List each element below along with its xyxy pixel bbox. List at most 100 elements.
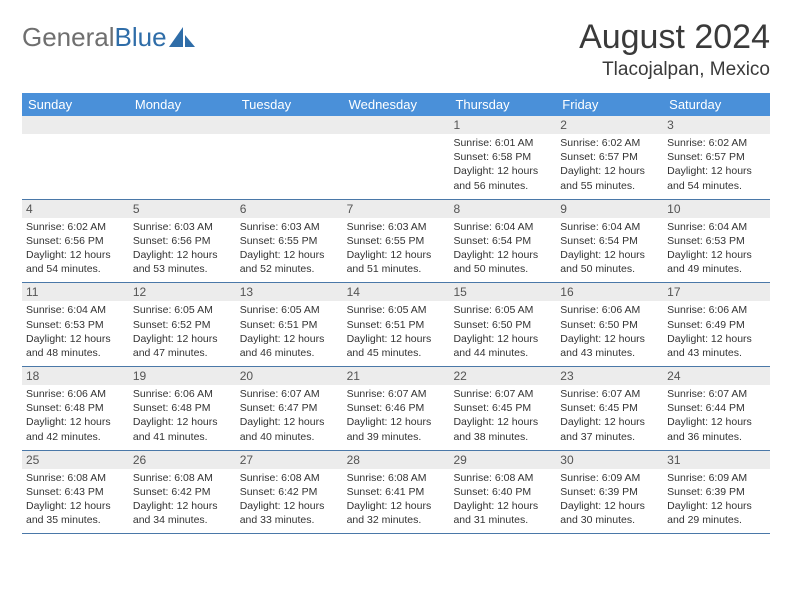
- day-body: Sunrise: 6:04 AMSunset: 6:54 PMDaylight:…: [556, 218, 663, 283]
- day-body: Sunrise: 6:07 AMSunset: 6:44 PMDaylight:…: [663, 385, 770, 450]
- day-cell: 25Sunrise: 6:08 AMSunset: 6:43 PMDayligh…: [22, 451, 129, 534]
- daylight-text: Daylight: 12 hours and 48 minutes.: [26, 332, 125, 360]
- daylight-text: Daylight: 12 hours and 43 minutes.: [667, 332, 766, 360]
- day-number: 3: [663, 116, 770, 134]
- day-number: [22, 116, 129, 134]
- daylight-text: Daylight: 12 hours and 51 minutes.: [347, 248, 446, 276]
- location: Tlacojalpan, Mexico: [579, 59, 770, 81]
- sunset-text: Sunset: 6:54 PM: [560, 234, 659, 248]
- month-title: August 2024: [579, 18, 770, 57]
- sunset-text: Sunset: 6:56 PM: [26, 234, 125, 248]
- week-row: 25Sunrise: 6:08 AMSunset: 6:43 PMDayligh…: [22, 451, 770, 535]
- sunrise-text: Sunrise: 6:05 AM: [453, 303, 552, 317]
- day-body: Sunrise: 6:08 AMSunset: 6:40 PMDaylight:…: [449, 469, 556, 534]
- day-number: 31: [663, 451, 770, 469]
- day-cell: 29Sunrise: 6:08 AMSunset: 6:40 PMDayligh…: [449, 451, 556, 534]
- day-number: 9: [556, 200, 663, 218]
- day-number: 23: [556, 367, 663, 385]
- day-number: 8: [449, 200, 556, 218]
- sunrise-text: Sunrise: 6:09 AM: [560, 471, 659, 485]
- day-cell: 24Sunrise: 6:07 AMSunset: 6:44 PMDayligh…: [663, 367, 770, 450]
- day-body: Sunrise: 6:03 AMSunset: 6:56 PMDaylight:…: [129, 218, 236, 283]
- day-cell: [22, 116, 129, 199]
- day-cell: 2Sunrise: 6:02 AMSunset: 6:57 PMDaylight…: [556, 116, 663, 199]
- sunset-text: Sunset: 6:39 PM: [560, 485, 659, 499]
- day-body: Sunrise: 6:02 AMSunset: 6:57 PMDaylight:…: [556, 134, 663, 199]
- day-cell: 23Sunrise: 6:07 AMSunset: 6:45 PMDayligh…: [556, 367, 663, 450]
- sunrise-text: Sunrise: 6:04 AM: [667, 220, 766, 234]
- daylight-text: Daylight: 12 hours and 30 minutes.: [560, 499, 659, 527]
- sunset-text: Sunset: 6:53 PM: [667, 234, 766, 248]
- day-number: 29: [449, 451, 556, 469]
- day-cell: 21Sunrise: 6:07 AMSunset: 6:46 PMDayligh…: [343, 367, 450, 450]
- sunrise-text: Sunrise: 6:08 AM: [453, 471, 552, 485]
- sunrise-text: Sunrise: 6:04 AM: [453, 220, 552, 234]
- daylight-text: Daylight: 12 hours and 45 minutes.: [347, 332, 446, 360]
- sunrise-text: Sunrise: 6:02 AM: [667, 136, 766, 150]
- daylight-text: Daylight: 12 hours and 38 minutes.: [453, 415, 552, 443]
- day-body: Sunrise: 6:04 AMSunset: 6:53 PMDaylight:…: [663, 218, 770, 283]
- sunset-text: Sunset: 6:39 PM: [667, 485, 766, 499]
- daylight-text: Daylight: 12 hours and 53 minutes.: [133, 248, 232, 276]
- sunset-text: Sunset: 6:56 PM: [133, 234, 232, 248]
- daylight-text: Daylight: 12 hours and 52 minutes.: [240, 248, 339, 276]
- daylight-text: Daylight: 12 hours and 31 minutes.: [453, 499, 552, 527]
- day-header: Saturday: [663, 93, 770, 116]
- day-header: Thursday: [449, 93, 556, 116]
- day-header: Sunday: [22, 93, 129, 116]
- daylight-text: Daylight: 12 hours and 42 minutes.: [26, 415, 125, 443]
- sunrise-text: Sunrise: 6:06 AM: [560, 303, 659, 317]
- sunrise-text: Sunrise: 6:04 AM: [560, 220, 659, 234]
- day-body: Sunrise: 6:06 AMSunset: 6:48 PMDaylight:…: [22, 385, 129, 450]
- sunrise-text: Sunrise: 6:04 AM: [26, 303, 125, 317]
- day-body: Sunrise: 6:06 AMSunset: 6:50 PMDaylight:…: [556, 301, 663, 366]
- week-row: 1Sunrise: 6:01 AMSunset: 6:58 PMDaylight…: [22, 116, 770, 200]
- daylight-text: Daylight: 12 hours and 37 minutes.: [560, 415, 659, 443]
- sunset-text: Sunset: 6:58 PM: [453, 150, 552, 164]
- sunset-text: Sunset: 6:41 PM: [347, 485, 446, 499]
- daylight-text: Daylight: 12 hours and 36 minutes.: [667, 415, 766, 443]
- day-body: Sunrise: 6:05 AMSunset: 6:51 PMDaylight:…: [236, 301, 343, 366]
- daylight-text: Daylight: 12 hours and 46 minutes.: [240, 332, 339, 360]
- day-body: Sunrise: 6:05 AMSunset: 6:50 PMDaylight:…: [449, 301, 556, 366]
- sunset-text: Sunset: 6:51 PM: [240, 318, 339, 332]
- day-body: Sunrise: 6:08 AMSunset: 6:43 PMDaylight:…: [22, 469, 129, 534]
- day-cell: [236, 116, 343, 199]
- sunset-text: Sunset: 6:42 PM: [133, 485, 232, 499]
- sunset-text: Sunset: 6:55 PM: [347, 234, 446, 248]
- day-header-row: Sunday Monday Tuesday Wednesday Thursday…: [22, 93, 770, 116]
- day-cell: 18Sunrise: 6:06 AMSunset: 6:48 PMDayligh…: [22, 367, 129, 450]
- sunrise-text: Sunrise: 6:06 AM: [26, 387, 125, 401]
- day-number: [343, 116, 450, 134]
- week-row: 4Sunrise: 6:02 AMSunset: 6:56 PMDaylight…: [22, 200, 770, 284]
- sunset-text: Sunset: 6:42 PM: [240, 485, 339, 499]
- day-number: 13: [236, 283, 343, 301]
- sunset-text: Sunset: 6:45 PM: [560, 401, 659, 415]
- day-body: Sunrise: 6:07 AMSunset: 6:45 PMDaylight:…: [449, 385, 556, 450]
- day-cell: 26Sunrise: 6:08 AMSunset: 6:42 PMDayligh…: [129, 451, 236, 534]
- day-number: 1: [449, 116, 556, 134]
- sunrise-text: Sunrise: 6:03 AM: [133, 220, 232, 234]
- day-number: 25: [22, 451, 129, 469]
- day-body: [236, 134, 343, 196]
- day-cell: 13Sunrise: 6:05 AMSunset: 6:51 PMDayligh…: [236, 283, 343, 366]
- sunset-text: Sunset: 6:57 PM: [667, 150, 766, 164]
- day-number: 26: [129, 451, 236, 469]
- daylight-text: Daylight: 12 hours and 35 minutes.: [26, 499, 125, 527]
- day-number: 27: [236, 451, 343, 469]
- logo: GeneralBlue: [22, 18, 195, 53]
- header: GeneralBlue August 2024 Tlacojalpan, Mex…: [22, 18, 770, 81]
- sunset-text: Sunset: 6:52 PM: [133, 318, 232, 332]
- logo-sail-icon: [169, 25, 195, 47]
- sunrise-text: Sunrise: 6:05 AM: [347, 303, 446, 317]
- daylight-text: Daylight: 12 hours and 47 minutes.: [133, 332, 232, 360]
- day-number: 24: [663, 367, 770, 385]
- day-number: 6: [236, 200, 343, 218]
- daylight-text: Daylight: 12 hours and 41 minutes.: [133, 415, 232, 443]
- daylight-text: Daylight: 12 hours and 54 minutes.: [667, 164, 766, 192]
- day-body: Sunrise: 6:05 AMSunset: 6:51 PMDaylight:…: [343, 301, 450, 366]
- day-body: Sunrise: 6:01 AMSunset: 6:58 PMDaylight:…: [449, 134, 556, 199]
- sunset-text: Sunset: 6:50 PM: [560, 318, 659, 332]
- day-header: Monday: [129, 93, 236, 116]
- day-number: 30: [556, 451, 663, 469]
